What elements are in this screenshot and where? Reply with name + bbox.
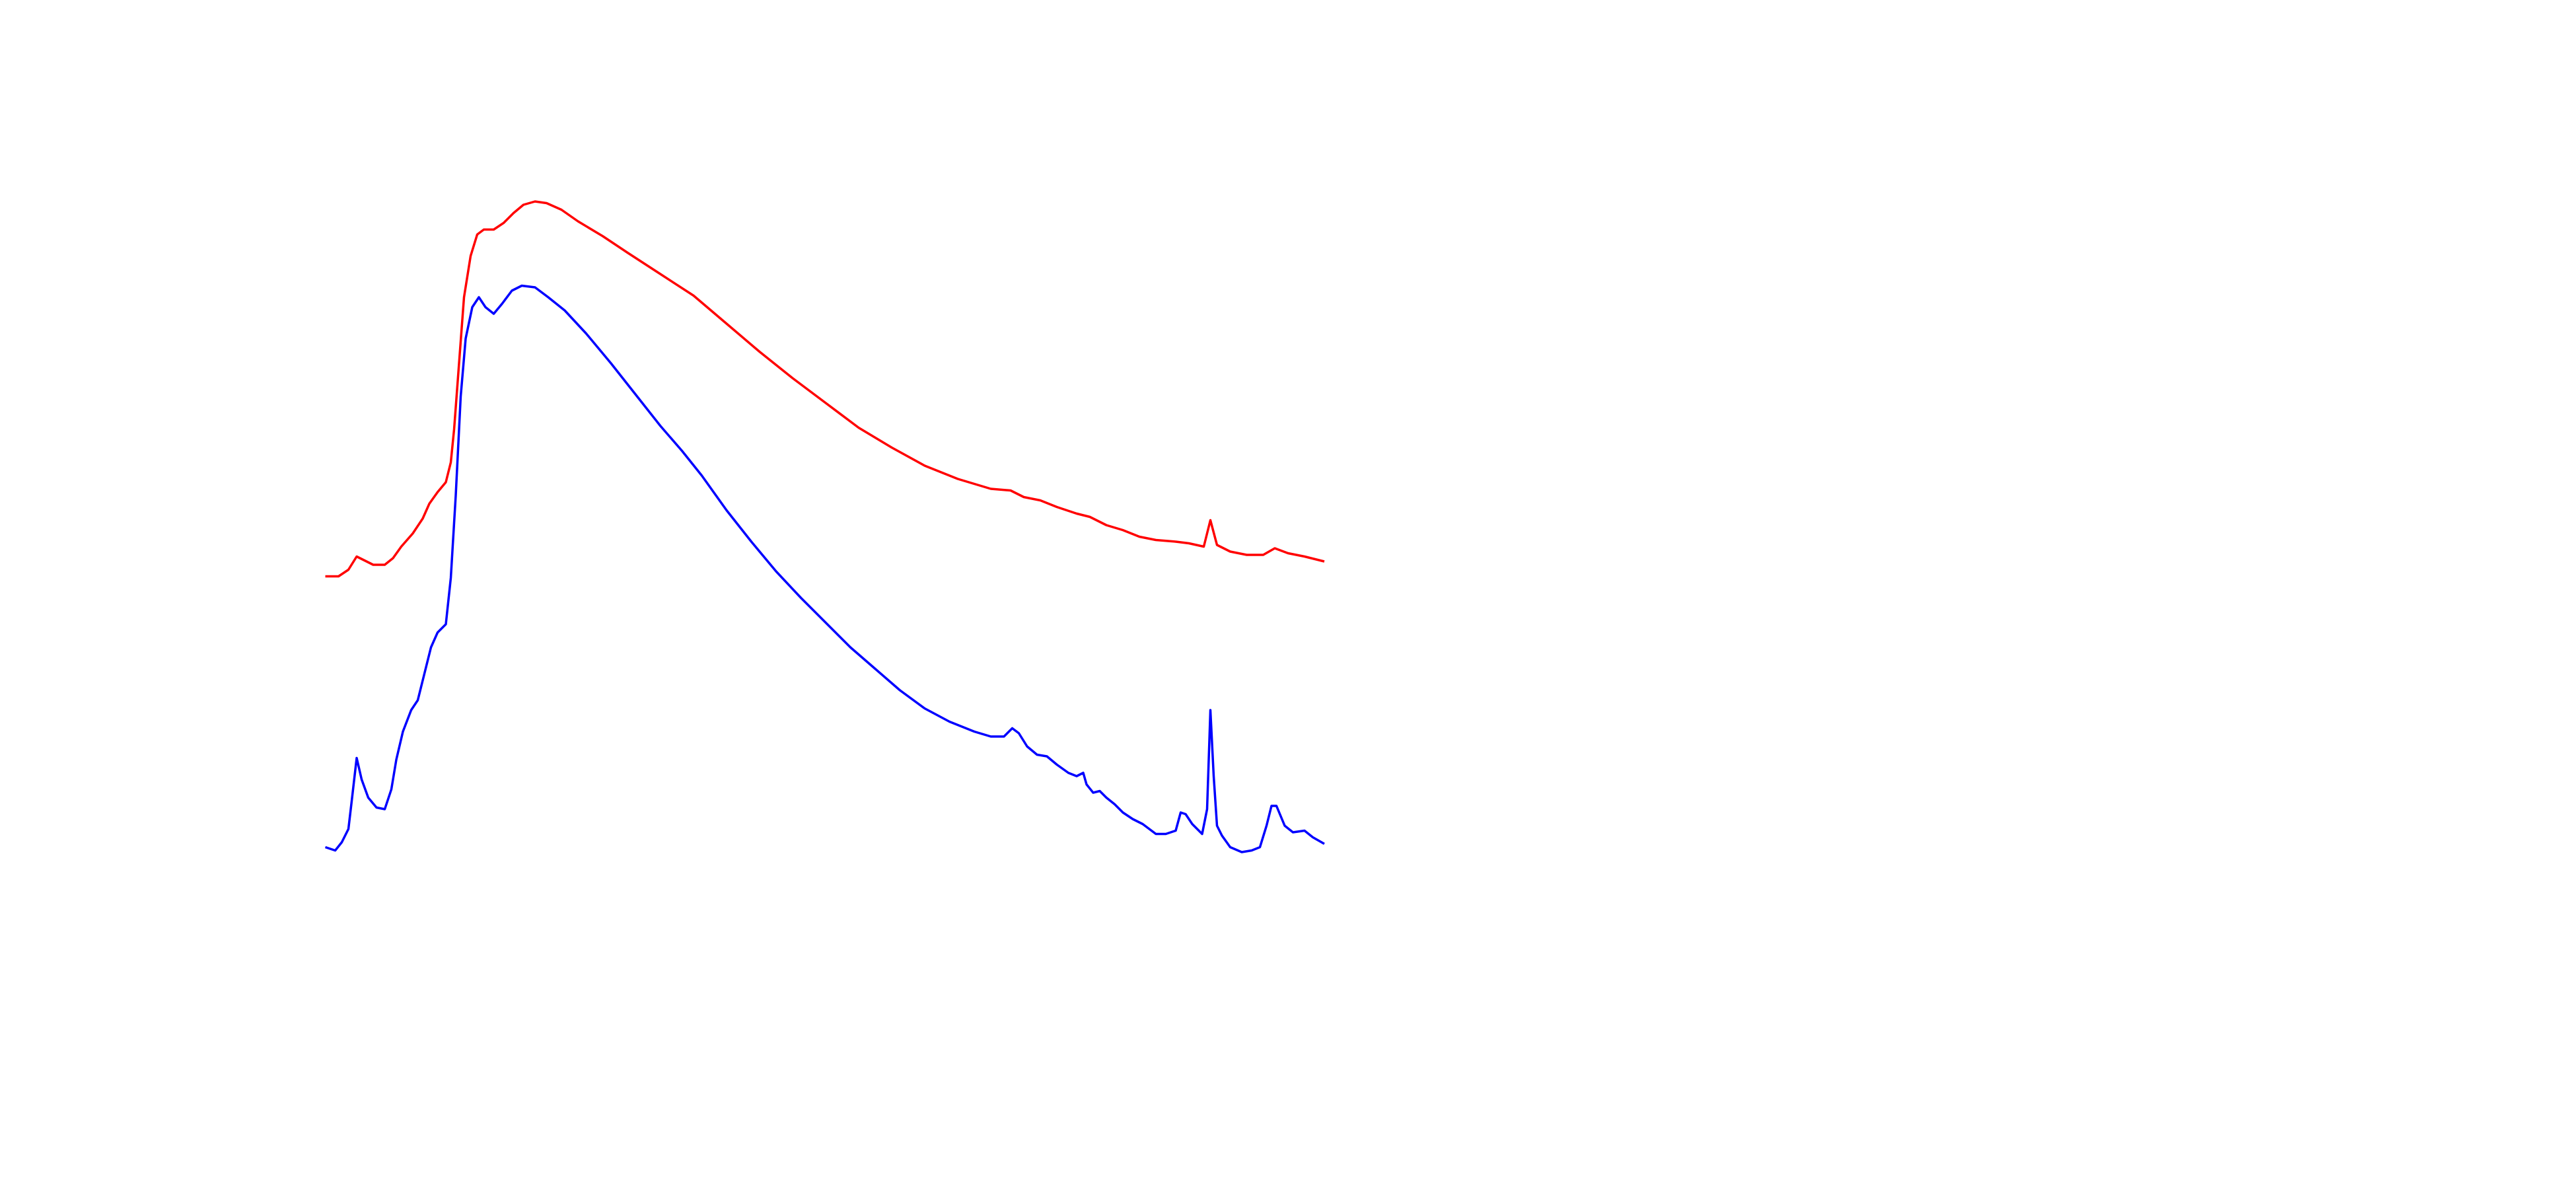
line-series bbox=[324, 284, 1325, 853]
line-series bbox=[325, 200, 1325, 578]
